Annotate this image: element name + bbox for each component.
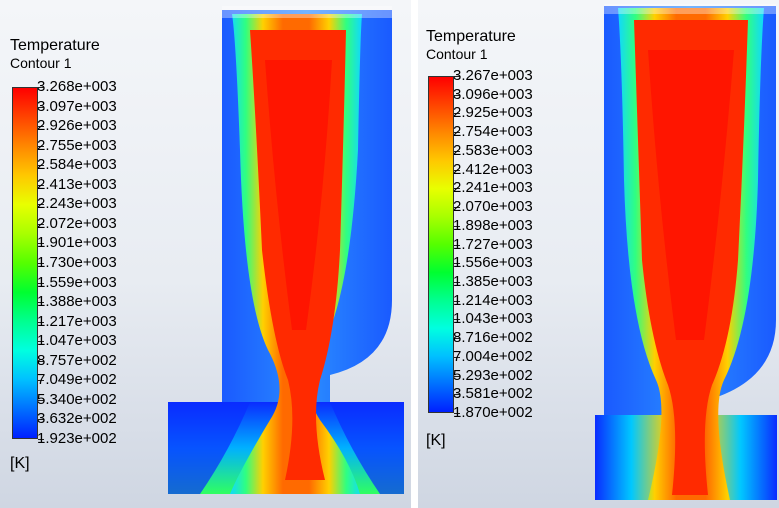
unit-label: [K] — [426, 432, 446, 449]
colorbar-level-label: 2.925e+003 — [453, 104, 533, 121]
colorbar-left — [12, 87, 38, 439]
colorbar-level-label: 8.757e+002 — [37, 352, 117, 369]
colorbar-tick — [38, 380, 44, 381]
colorbar-tick — [38, 400, 44, 401]
colorbar-tick — [38, 126, 44, 127]
colorbar-right — [428, 76, 454, 413]
colorbar-tick — [38, 341, 44, 342]
colorbar-tick — [38, 419, 44, 420]
colorbar-level-label: 7.049e+002 — [37, 371, 117, 388]
unit-label: [K] — [10, 455, 30, 472]
colorbar-tick — [454, 263, 460, 264]
colorbar-tick — [454, 132, 460, 133]
colorbar-tick — [38, 87, 44, 88]
colorbar-level-label: 3.267e+003 — [453, 67, 533, 84]
colorbar-tick — [454, 319, 460, 320]
colorbar-tick — [454, 413, 460, 414]
colorbar-tick — [454, 282, 460, 283]
colorbar-level-label: 8.716e+002 — [453, 329, 533, 346]
legend-title: Temperature — [10, 37, 100, 54]
contour-panel-right: Temperature Contour 1 3.267e+003 3.096e+0… — [418, 0, 779, 508]
legend-subtitle: Contour 1 — [10, 55, 72, 71]
colorbar-tick — [454, 226, 460, 227]
colorbar-level-label: 2.926e+003 — [37, 117, 117, 134]
colorbar-tick — [38, 224, 44, 225]
colorbar-tick — [454, 76, 460, 77]
colorbar-tick — [454, 170, 460, 171]
colorbar-level-label: 3.096e+003 — [453, 86, 533, 103]
legend-subtitle: Contour 1 — [426, 46, 488, 62]
colorbar-level-label: 2.755e+003 — [37, 137, 117, 154]
colorbar-tick — [454, 207, 460, 208]
legend-title: Temperature — [426, 28, 516, 45]
colorbar-level-label: 3.632e+002 — [37, 410, 117, 427]
colorbar-tick — [38, 361, 44, 362]
colorbar-level-label: 2.072e+003 — [37, 215, 117, 232]
colorbar-tick — [38, 263, 44, 264]
colorbar-level-label: 1.043e+003 — [453, 310, 533, 327]
colorbar-tick — [38, 439, 44, 440]
colorbar-level-label: 7.004e+002 — [453, 348, 533, 365]
colorbar-tick — [38, 146, 44, 147]
temperature-contour-field-left — [168, 10, 404, 494]
colorbar-level-label: 5.340e+002 — [37, 391, 117, 408]
colorbar-level-label: 3.268e+003 — [37, 78, 117, 95]
colorbar-tick — [38, 283, 44, 284]
colorbar-level-label: 1.047e+003 — [37, 332, 117, 349]
colorbar-tick — [38, 322, 44, 323]
colorbar-level-label: 1.727e+003 — [453, 236, 533, 253]
colorbar-level-label: 1.898e+003 — [453, 217, 533, 234]
colorbar-tick — [454, 394, 460, 395]
colorbar-level-label: 2.413e+003 — [37, 176, 117, 193]
colorbar-tick — [38, 185, 44, 186]
colorbar-tick — [454, 95, 460, 96]
colorbar-level-label: 2.754e+003 — [453, 123, 533, 140]
colorbar-level-label: 1.870e+002 — [453, 404, 533, 421]
colorbar-tick — [454, 376, 460, 377]
colorbar-level-label: 2.243e+003 — [37, 195, 117, 212]
colorbar-tick — [454, 357, 460, 358]
colorbar-tick — [454, 188, 460, 189]
colorbar-level-label: 1.730e+003 — [37, 254, 117, 271]
colorbar-level-label: 5.293e+002 — [453, 367, 533, 384]
colorbar-level-label: 1.385e+003 — [453, 273, 533, 290]
colorbar-level-label: 1.901e+003 — [37, 234, 117, 251]
colorbar-level-label: 1.559e+003 — [37, 274, 117, 291]
colorbar-tick — [38, 204, 44, 205]
colorbar-tick — [454, 301, 460, 302]
colorbar-tick — [38, 165, 44, 166]
colorbar-level-label: 1.388e+003 — [37, 293, 117, 310]
colorbar-level-label: 1.923e+002 — [37, 430, 117, 447]
colorbar-level-label: 1.556e+003 — [453, 254, 533, 271]
colorbar-tick — [454, 113, 460, 114]
colorbar-level-label: 2.070e+003 — [453, 198, 533, 215]
colorbar-level-label: 1.214e+003 — [453, 292, 533, 309]
colorbar-level-label: 3.581e+002 — [453, 385, 533, 402]
colorbar-tick — [38, 302, 44, 303]
colorbar-tick — [38, 243, 44, 244]
temperature-contour-field-right — [595, 4, 777, 500]
colorbar-tick — [454, 338, 460, 339]
panel-divider — [411, 0, 418, 508]
colorbar-tick — [454, 245, 460, 246]
colorbar-level-label: 2.583e+003 — [453, 142, 533, 159]
colorbar-level-label: 1.217e+003 — [37, 313, 117, 330]
contour-panel-left: Temperature Contour 1 3.268e+003 3.097e+0… — [0, 0, 411, 508]
colorbar-level-label: 3.097e+003 — [37, 98, 117, 115]
colorbar-level-label: 2.412e+003 — [453, 161, 533, 178]
colorbar-level-label: 2.584e+003 — [37, 156, 117, 173]
colorbar-tick — [38, 107, 44, 108]
colorbar-level-label: 2.241e+003 — [453, 179, 533, 196]
colorbar-tick — [454, 151, 460, 152]
